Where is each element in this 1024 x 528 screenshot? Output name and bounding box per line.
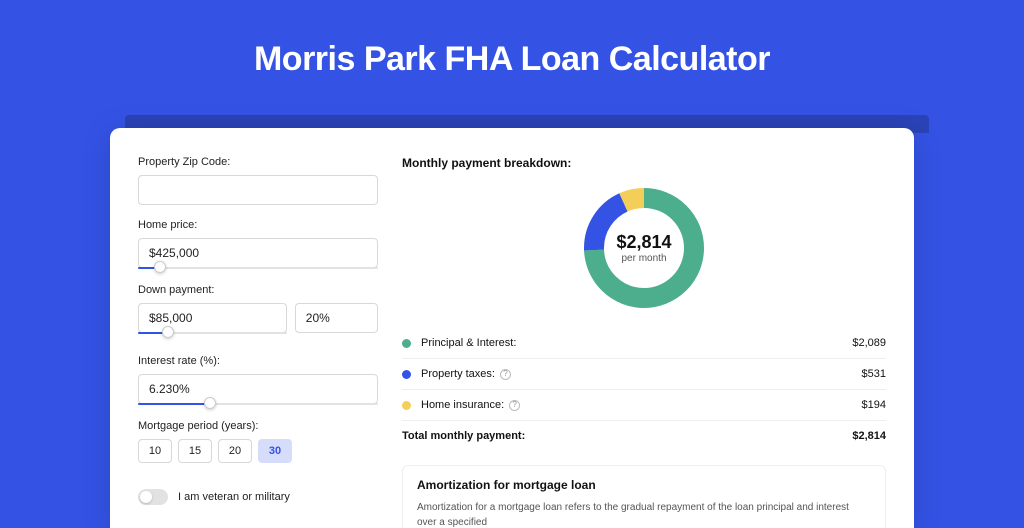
- legend-total-label: Total monthly payment:: [402, 430, 852, 442]
- legend-value: $194: [862, 399, 886, 411]
- mortgage-period-option[interactable]: 15: [178, 439, 212, 463]
- legend-dot: [402, 370, 411, 379]
- veteran-toggle[interactable]: [138, 489, 168, 505]
- slider-rail: [138, 267, 378, 269]
- legend-label: Property taxes:?: [421, 368, 862, 380]
- legend-label-text: Principal & Interest:: [421, 337, 516, 349]
- legend-dot: [402, 401, 411, 410]
- down-payment-pct-input[interactable]: [295, 303, 378, 333]
- amortization-card: Amortization for mortgage loan Amortizat…: [402, 465, 886, 528]
- legend-label-text: Home insurance:: [421, 399, 504, 411]
- home-price-slider[interactable]: [138, 266, 378, 270]
- breakdown-column: Monthly payment breakdown: $2,814 per mo…: [402, 156, 886, 528]
- legend-label: Home insurance:?: [421, 399, 862, 411]
- legend-total-value: $2,814: [852, 430, 886, 442]
- interest-rate-field: Interest rate (%):: [138, 355, 378, 406]
- mortgage-period-option[interactable]: 10: [138, 439, 172, 463]
- legend-row: Property taxes:?$531: [402, 358, 886, 389]
- legend-value: $2,089: [852, 337, 886, 349]
- legend-row: Principal & Interest: $2,089: [402, 328, 886, 358]
- zip-label: Property Zip Code:: [138, 156, 378, 168]
- interest-rate-label: Interest rate (%):: [138, 355, 378, 367]
- interest-rate-input[interactable]: [138, 374, 378, 404]
- slider-thumb[interactable]: [162, 326, 174, 338]
- mortgage-period-option[interactable]: 20: [218, 439, 252, 463]
- donut-wrap: $2,814 per month: [402, 180, 886, 328]
- slider-thumb[interactable]: [204, 397, 216, 409]
- zip-field: Property Zip Code:: [138, 156, 378, 205]
- home-price-label: Home price:: [138, 219, 378, 231]
- veteran-label: I am veteran or military: [178, 491, 290, 503]
- veteran-row: I am veteran or military: [138, 489, 378, 505]
- interest-rate-slider[interactable]: [138, 402, 378, 406]
- down-payment-field: Down payment:: [138, 284, 378, 341]
- payment-donut-chart: $2,814 per month: [582, 186, 706, 310]
- page-title: Morris Park FHA Loan Calculator: [0, 0, 1024, 103]
- zip-input[interactable]: [138, 175, 378, 205]
- mortgage-period-options: 10152030: [138, 439, 378, 463]
- amortization-title: Amortization for mortgage loan: [417, 478, 871, 492]
- legend-total-row: Total monthly payment:$2,814: [402, 420, 886, 451]
- breakdown-legend: Principal & Interest: $2,089 Property taxe…: [402, 328, 886, 451]
- breakdown-title: Monthly payment breakdown:: [402, 156, 886, 170]
- home-price-field: Home price:: [138, 219, 378, 270]
- calculator-card: Property Zip Code: Home price: Down paym…: [110, 128, 914, 528]
- slider-thumb[interactable]: [154, 261, 166, 273]
- legend-row: Home insurance:?$194: [402, 389, 886, 420]
- slider-fill: [138, 403, 210, 405]
- donut-center: $2,814 per month: [582, 186, 706, 310]
- mortgage-period-label: Mortgage period (years):: [138, 420, 378, 432]
- down-payment-amount-input[interactable]: [138, 303, 287, 333]
- info-icon[interactable]: ?: [509, 400, 520, 411]
- amortization-body: Amortization for a mortgage loan refers …: [417, 500, 871, 528]
- mortgage-period-field: Mortgage period (years): 10152030: [138, 420, 378, 463]
- legend-value: $531: [862, 368, 886, 380]
- down-payment-label: Down payment:: [138, 284, 378, 296]
- toggle-knob: [140, 491, 152, 503]
- home-price-input[interactable]: [138, 238, 378, 268]
- legend-dot: [402, 339, 411, 348]
- form-column: Property Zip Code: Home price: Down paym…: [138, 156, 378, 528]
- info-icon[interactable]: ?: [500, 369, 511, 380]
- mortgage-period-option[interactable]: 30: [258, 439, 292, 463]
- donut-center-sub: per month: [621, 253, 666, 264]
- donut-center-value: $2,814: [616, 232, 671, 253]
- legend-label: Principal & Interest:: [421, 337, 852, 349]
- legend-label-text: Property taxes:: [421, 368, 495, 380]
- down-payment-slider[interactable]: [138, 331, 287, 335]
